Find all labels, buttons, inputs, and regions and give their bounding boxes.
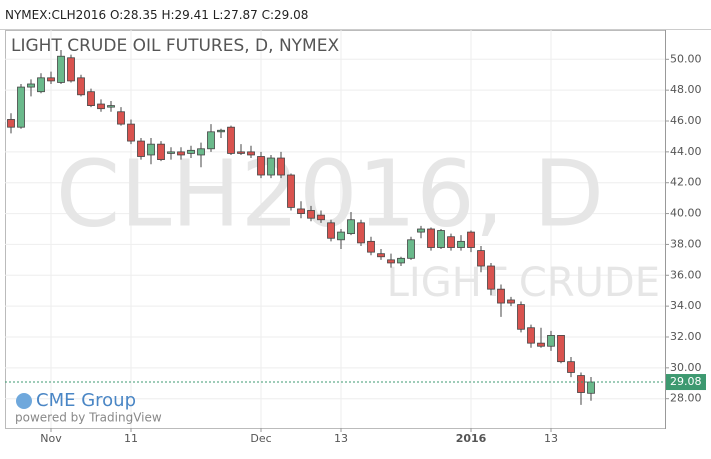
candle-body (307, 210, 315, 219)
candle-body (17, 86, 25, 128)
logo: CME Group (36, 390, 136, 411)
candle-body (137, 140, 145, 157)
candle-body (347, 219, 355, 235)
x-tick-label: 13 (544, 432, 558, 445)
candle-body (457, 240, 465, 248)
candle-body (57, 55, 65, 83)
candle-body (377, 253, 385, 258)
ohlc-label: O: (110, 8, 123, 22)
candle-body (387, 259, 395, 264)
x-tick-label: Nov (40, 432, 62, 445)
candle-body (297, 208, 305, 214)
candle-body (97, 103, 105, 110)
y-tick-label: 46.00 (670, 114, 702, 127)
candle-body (47, 77, 55, 82)
candle-body (7, 119, 15, 128)
candle-body (237, 151, 245, 154)
y-tick-label: 50.00 (670, 52, 702, 65)
candle-body (67, 57, 75, 82)
candle-body (287, 174, 295, 208)
y-tick-label: 48.00 (670, 83, 702, 96)
y-tick-label: 32.00 (670, 330, 702, 343)
y-tick-label: 42.00 (670, 176, 702, 189)
y-tick-label: 34.00 (670, 299, 702, 312)
y-tick-label: 28.00 (670, 392, 702, 405)
y-tick-label: 30.00 (670, 361, 702, 374)
candle-body (217, 129, 225, 133)
candle-body (427, 228, 435, 248)
candle-body (187, 149, 195, 154)
candle-body (547, 335, 555, 347)
candle-body (477, 250, 485, 267)
candle-body (497, 288, 505, 304)
ohlc-value: 28.35 (123, 8, 157, 22)
candle-body (467, 231, 475, 248)
symbol: NYMEX:CLH2016 (5, 8, 106, 22)
x-tick-label: Dec (250, 432, 271, 445)
candle-body (537, 342, 545, 347)
candle-body (397, 257, 405, 264)
candle-body (167, 151, 175, 154)
candle-body (267, 157, 275, 176)
candle-body (517, 304, 525, 330)
candle-body (337, 231, 345, 241)
candle-body (577, 375, 585, 393)
ohlc-value: 27.87 (223, 8, 257, 22)
candle-body (527, 327, 535, 344)
y-tick-label: 40.00 (670, 207, 702, 220)
candle-body (407, 239, 415, 259)
candle-body (257, 156, 265, 176)
candle-body (227, 126, 235, 154)
y-tick-label: 44.00 (670, 145, 702, 158)
ohlc-value: 29.41 (175, 8, 209, 22)
candle-body (447, 236, 455, 248)
chart-title: LIGHT CRUDE OIL FUTURES, D, NYMEX (11, 36, 339, 56)
candle-body (37, 77, 45, 93)
x-tick-label: 13 (334, 432, 348, 445)
candle-body (587, 381, 595, 394)
candle-body (277, 157, 285, 176)
candle-body (357, 222, 365, 244)
y-tick-label: 36.00 (670, 268, 702, 281)
header: NYMEX:CLH2016 O:28.35 H:29.41 L:27.87 C:… (5, 8, 308, 22)
ohlc-label: L: (213, 8, 224, 22)
last-price-label: 29.08 (670, 375, 702, 388)
ohlc-label: C: (262, 8, 274, 22)
x-tick-label: 11 (124, 432, 138, 445)
candle-body (107, 105, 115, 108)
candle-body (207, 131, 215, 150)
candle-body (27, 83, 35, 88)
candle-body (117, 111, 125, 125)
candle-body (557, 335, 565, 363)
candle-body (157, 143, 165, 160)
watermark-sub: LIGHT CRUDE (387, 260, 660, 306)
candle-body (77, 77, 85, 96)
candle-body (127, 123, 135, 142)
powered-by: powered by TradingView (15, 411, 162, 425)
candle-body (417, 228, 425, 233)
candle-body (317, 214, 325, 221)
candle-body (487, 265, 495, 290)
x-tick-label: 2016 (456, 432, 487, 445)
candle-body (247, 151, 255, 156)
ohlc-value: 29.08 (274, 8, 308, 22)
ohlc-label: H: (161, 8, 174, 22)
candle-body (567, 361, 575, 373)
candle-body (327, 222, 335, 239)
candle-body (367, 240, 375, 253)
logo-icon (16, 393, 32, 409)
candle-body (147, 143, 155, 156)
candle-body (87, 91, 95, 106)
candle-body (507, 299, 515, 304)
last-price-box (666, 374, 706, 391)
y-tick-label: 38.00 (670, 237, 702, 250)
candle-body (197, 148, 205, 156)
candle-body (177, 151, 185, 156)
candle-body (437, 230, 445, 248)
